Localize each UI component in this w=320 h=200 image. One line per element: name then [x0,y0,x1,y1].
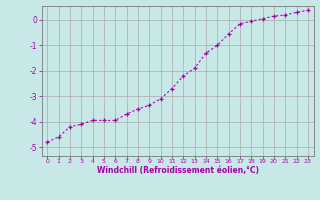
X-axis label: Windchill (Refroidissement éolien,°C): Windchill (Refroidissement éolien,°C) [97,166,259,175]
